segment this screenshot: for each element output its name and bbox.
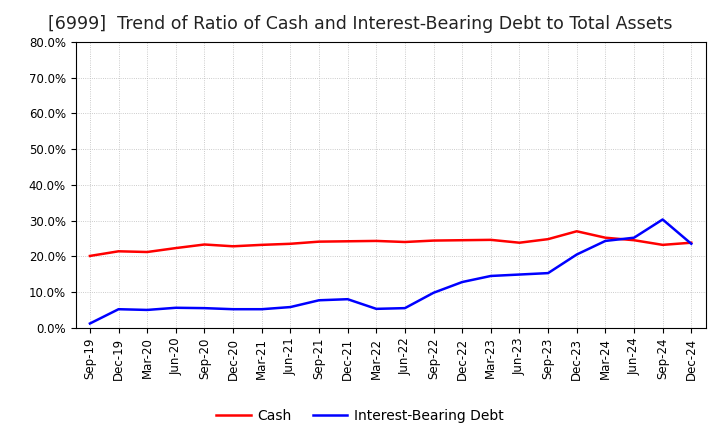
Cash (515, 240, 523, 246)
Cash (343, 238, 352, 244)
Cash (429, 238, 438, 243)
Cash (171, 246, 180, 251)
Cash (143, 249, 151, 255)
Cash (315, 239, 323, 244)
Cash (114, 249, 123, 254)
Interest-Bearing Debt (400, 305, 409, 311)
Interest-Bearing Debt (143, 307, 151, 312)
Interest-Bearing Debt (200, 305, 209, 311)
Cash (630, 238, 639, 243)
Cash (601, 235, 610, 240)
Interest-Bearing Debt (601, 238, 610, 244)
Cash (258, 242, 266, 247)
Cash (687, 240, 696, 246)
Interest-Bearing Debt (86, 321, 94, 326)
Interest-Bearing Debt (229, 307, 238, 312)
Interest-Bearing Debt (630, 235, 639, 240)
Cash (286, 241, 294, 246)
Interest-Bearing Debt (544, 271, 552, 276)
Cash (372, 238, 381, 244)
Interest-Bearing Debt (114, 307, 123, 312)
Interest-Bearing Debt (286, 304, 294, 310)
Cash (229, 244, 238, 249)
Interest-Bearing Debt (171, 305, 180, 311)
Line: Interest-Bearing Debt: Interest-Bearing Debt (90, 220, 691, 323)
Interest-Bearing Debt (572, 252, 581, 257)
Interest-Bearing Debt (315, 297, 323, 303)
Interest-Bearing Debt (343, 297, 352, 302)
Legend: Cash, Interest-Bearing Debt: Cash, Interest-Bearing Debt (210, 403, 510, 429)
Cash (200, 242, 209, 247)
Cash (544, 237, 552, 242)
Interest-Bearing Debt (687, 241, 696, 246)
Interest-Bearing Debt (487, 273, 495, 279)
Line: Cash: Cash (90, 231, 691, 256)
Interest-Bearing Debt (458, 279, 467, 285)
Cash (572, 229, 581, 234)
Interest-Bearing Debt (258, 307, 266, 312)
Text: [6999]  Trend of Ratio of Cash and Interest-Bearing Debt to Total Assets: [6999] Trend of Ratio of Cash and Intere… (48, 15, 672, 33)
Cash (487, 237, 495, 242)
Interest-Bearing Debt (429, 290, 438, 295)
Interest-Bearing Debt (658, 217, 667, 222)
Interest-Bearing Debt (372, 306, 381, 312)
Interest-Bearing Debt (515, 272, 523, 277)
Cash (658, 242, 667, 247)
Cash (400, 239, 409, 245)
Cash (458, 238, 467, 243)
Cash (86, 253, 94, 259)
